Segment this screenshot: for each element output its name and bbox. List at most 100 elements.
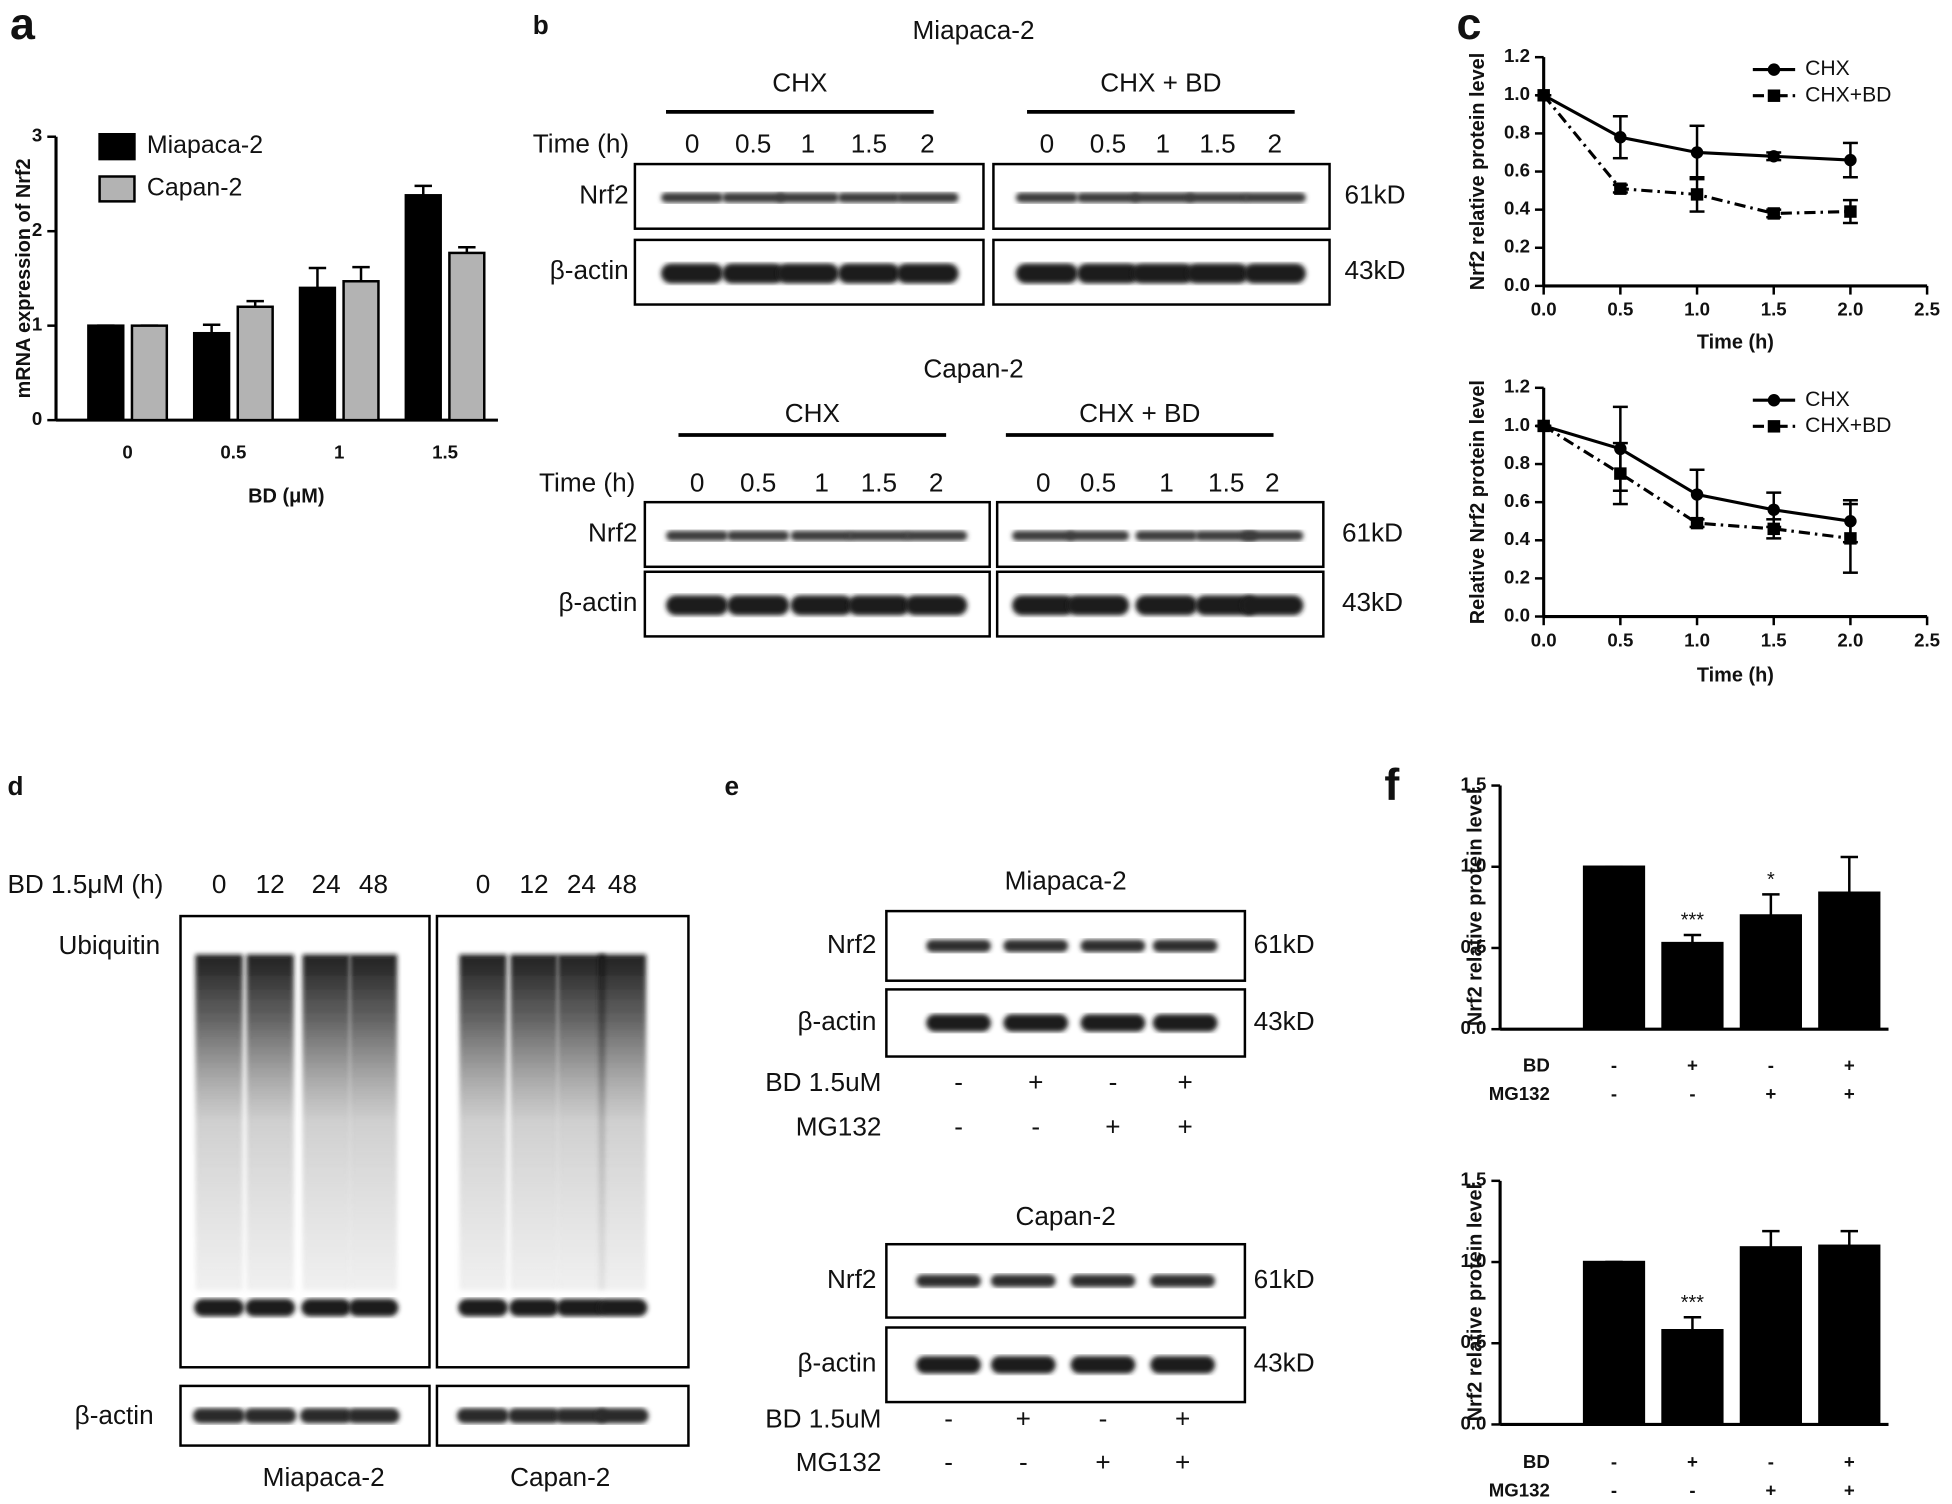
blot-band [1012,530,1075,541]
significance: *** [1681,910,1704,932]
size-label: 61kD [1344,179,1405,209]
ubiquitin-smear [302,954,350,1291]
ubiquitin-smear [459,954,507,1291]
sign: + [1765,1083,1776,1104]
blot-band [905,595,968,616]
time-value: 0 [1040,128,1055,158]
blot-band [666,595,729,616]
legend-swatch [98,132,136,161]
group-label: CHX [772,67,827,97]
time-value: 0 [1036,468,1051,498]
bar [342,280,380,422]
time-value: 0.5 [1080,468,1116,498]
bar [1661,1329,1724,1426]
y-tick-label: 0.4 [1504,198,1531,219]
panel-letter: a [10,0,36,49]
sign: - [944,1404,953,1434]
row-label: BD [1523,1054,1550,1075]
blot-band [1150,1356,1216,1374]
y-tick-label: 0.6 [1504,159,1530,180]
y-tick-label: 0.6 [1504,490,1530,511]
time-value: 0.5 [740,468,776,498]
bar [404,194,442,422]
blot-band [1243,263,1306,284]
sign: - [1611,1083,1617,1104]
time-value: 1 [1155,128,1170,158]
y-tick-label: 0.5 [1460,936,1486,957]
blot-band [1152,939,1218,953]
size-label: 43kD [1254,1006,1315,1036]
sign: + [1178,1067,1193,1097]
ubiquitin-smear [195,954,243,1291]
blot-band [905,530,968,541]
time-label: BD 1.5μM (h) [7,869,163,899]
blot-band [1012,595,1075,616]
blot-band [347,1408,400,1424]
y-tick-label: 0 [32,408,42,429]
x-tick-label: 0.5 [1607,629,1633,650]
y-tick-label: 0.8 [1504,452,1530,473]
blot-band [555,1408,608,1424]
x-tick-label: 1.5 [1761,629,1787,650]
time-value: 1.5 [851,128,887,158]
sign: + [1175,1404,1190,1434]
y-tick-label: 0.4 [1504,528,1531,549]
legend-marker [1767,420,1781,433]
time-value: 0.5 [1090,128,1126,158]
ubiquitin-smear [349,954,398,1291]
x-axis-title: Time (h) [1697,331,1774,353]
blot-band [847,595,911,616]
sign: + [1105,1112,1120,1142]
blot-band [896,263,959,284]
y-axis-title: Nrf2 relative protein level [1465,789,1487,1027]
blot-band [837,192,901,203]
blot-title: Miapaca-2 [1005,865,1127,895]
blot-band [348,1298,399,1317]
blot-band [1150,1274,1216,1288]
x-axis-title: BD (μM) [248,485,324,507]
row-label: β-actin [797,1348,876,1378]
blot-band [1015,263,1079,284]
treatment-label: MG132 [796,1447,882,1477]
sign: - [1689,1480,1695,1501]
size-label: 43kD [1342,587,1403,617]
y-tick-label: 1.0 [1504,414,1530,435]
blot-band [1186,192,1249,203]
time-label: Time (h) [539,468,635,498]
y-tick-label: 0.0 [1504,274,1530,295]
ubiquitin-smear [246,954,294,1291]
y-tick-label: 0.0 [1504,604,1530,625]
blot-band [661,192,724,203]
row-label: Ubiquitin [59,930,161,960]
blot-band [1015,192,1079,203]
series-line [1542,424,1851,540]
legend-label: CHX [1805,57,1850,80]
x-tick-label: 1 [334,442,344,463]
blot-band [722,192,785,203]
group-label: CHX [785,398,840,428]
blot-band [727,595,790,616]
blot-band [192,1408,246,1424]
time-label: Time (h) [533,128,629,158]
blot-title: Miapaca-2 [913,15,1035,45]
sign: - [1768,1054,1774,1075]
sign: + [1028,1067,1043,1097]
blot-band [1076,263,1140,284]
row-label: Nrf2 [827,1264,876,1294]
significance: * [1767,869,1775,891]
x-tick-label: 2.0 [1837,299,1863,320]
legend-label: Capan-2 [147,174,242,202]
x-tick-label: 1.5 [1761,299,1787,320]
row-label: β-actin [550,255,629,285]
sign: + [1095,1447,1110,1477]
sign: - [954,1067,963,1097]
panel-letter: b [533,10,549,40]
row-label: BD [1523,1451,1550,1472]
sign: - [1109,1067,1118,1097]
x-tick-label: 1.5 [432,442,458,463]
sign: + [1016,1404,1031,1434]
time-value: 0.5 [735,128,771,158]
x-tick-label: 2.0 [1837,629,1863,650]
blot-band [1131,263,1194,284]
